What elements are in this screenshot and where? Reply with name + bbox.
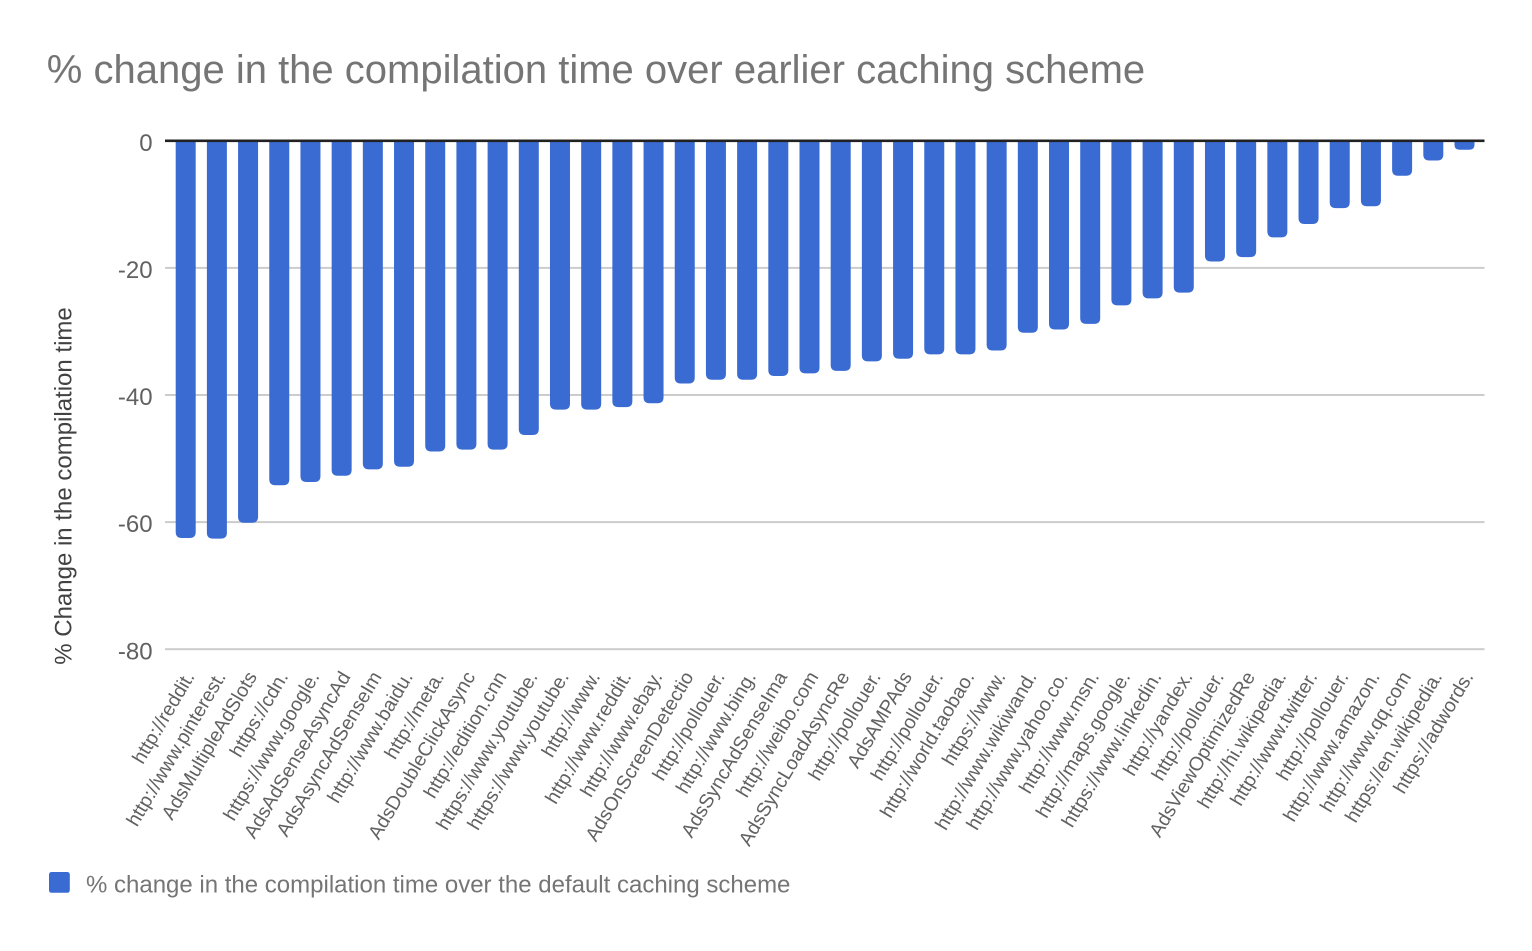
- svg-text:% change in the compilation ti: % change in the compilation time over th…: [86, 871, 790, 898]
- svg-text:% change in the compilation ti: % change in the compilation time over ea…: [47, 48, 1145, 92]
- svg-text:-20: -20: [118, 257, 153, 284]
- svg-text:% Change in the compilation ti: % Change in the compilation time: [51, 307, 78, 665]
- svg-text:-40: -40: [118, 384, 153, 411]
- svg-text:0: 0: [139, 130, 152, 157]
- svg-text:-60: -60: [118, 511, 153, 538]
- svg-text:-80: -80: [118, 638, 153, 665]
